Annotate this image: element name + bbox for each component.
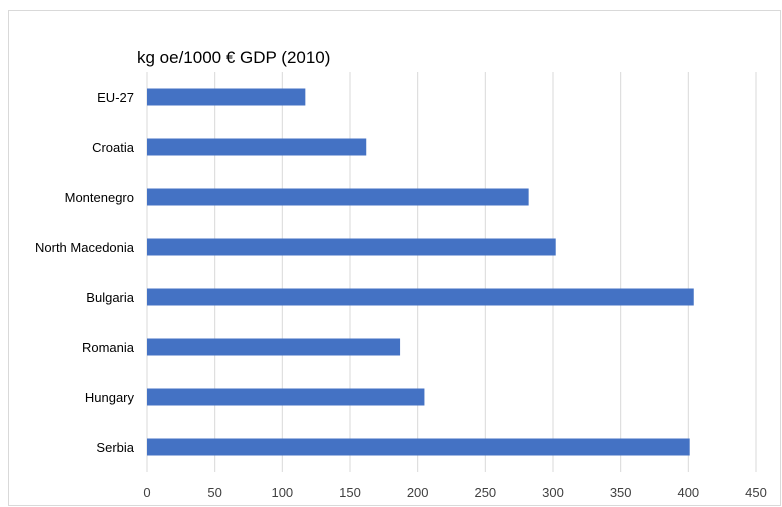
category-label: Serbia xyxy=(96,440,134,455)
bar-bulgaria xyxy=(147,288,694,306)
chart-area xyxy=(8,10,781,506)
bar-croatia xyxy=(147,138,367,156)
bars xyxy=(147,88,694,456)
category-label: Hungary xyxy=(85,390,135,405)
x-tick-label: 300 xyxy=(542,485,564,500)
gridlines xyxy=(146,72,757,472)
category-label: Montenegro xyxy=(65,190,134,205)
category-label: Bulgaria xyxy=(86,290,134,305)
x-tick-label: 450 xyxy=(745,485,767,500)
x-tick-label: 150 xyxy=(339,485,361,500)
bar-hungary xyxy=(147,388,425,406)
bar-north-macedonia xyxy=(147,238,556,256)
bar-montenegro xyxy=(147,188,529,206)
bar-romania xyxy=(147,338,401,356)
category-label: Croatia xyxy=(92,140,135,155)
chart-title: kg oe/1000 € GDP (2010) xyxy=(137,48,330,67)
bar-serbia xyxy=(147,438,690,456)
category-label: Romania xyxy=(82,340,135,355)
x-tick-label: 250 xyxy=(474,485,496,500)
x-tick-label: 350 xyxy=(610,485,632,500)
bar-eu-27 xyxy=(147,88,306,106)
category-label: EU-27 xyxy=(97,90,134,105)
x-tick-label: 100 xyxy=(271,485,293,500)
x-tick-label: 0 xyxy=(143,485,150,500)
category-labels: EU-27 Croatia Montenegro North Macedonia Bul… xyxy=(35,90,135,455)
category-label: North Macedonia xyxy=(35,240,135,255)
x-tick-label: 400 xyxy=(677,485,699,500)
x-tick-label: 200 xyxy=(407,485,429,500)
x-axis-tick-labels: 0 50 100 150 200 250 300 350 400 450 xyxy=(143,485,766,500)
x-tick-label: 50 xyxy=(207,485,221,500)
